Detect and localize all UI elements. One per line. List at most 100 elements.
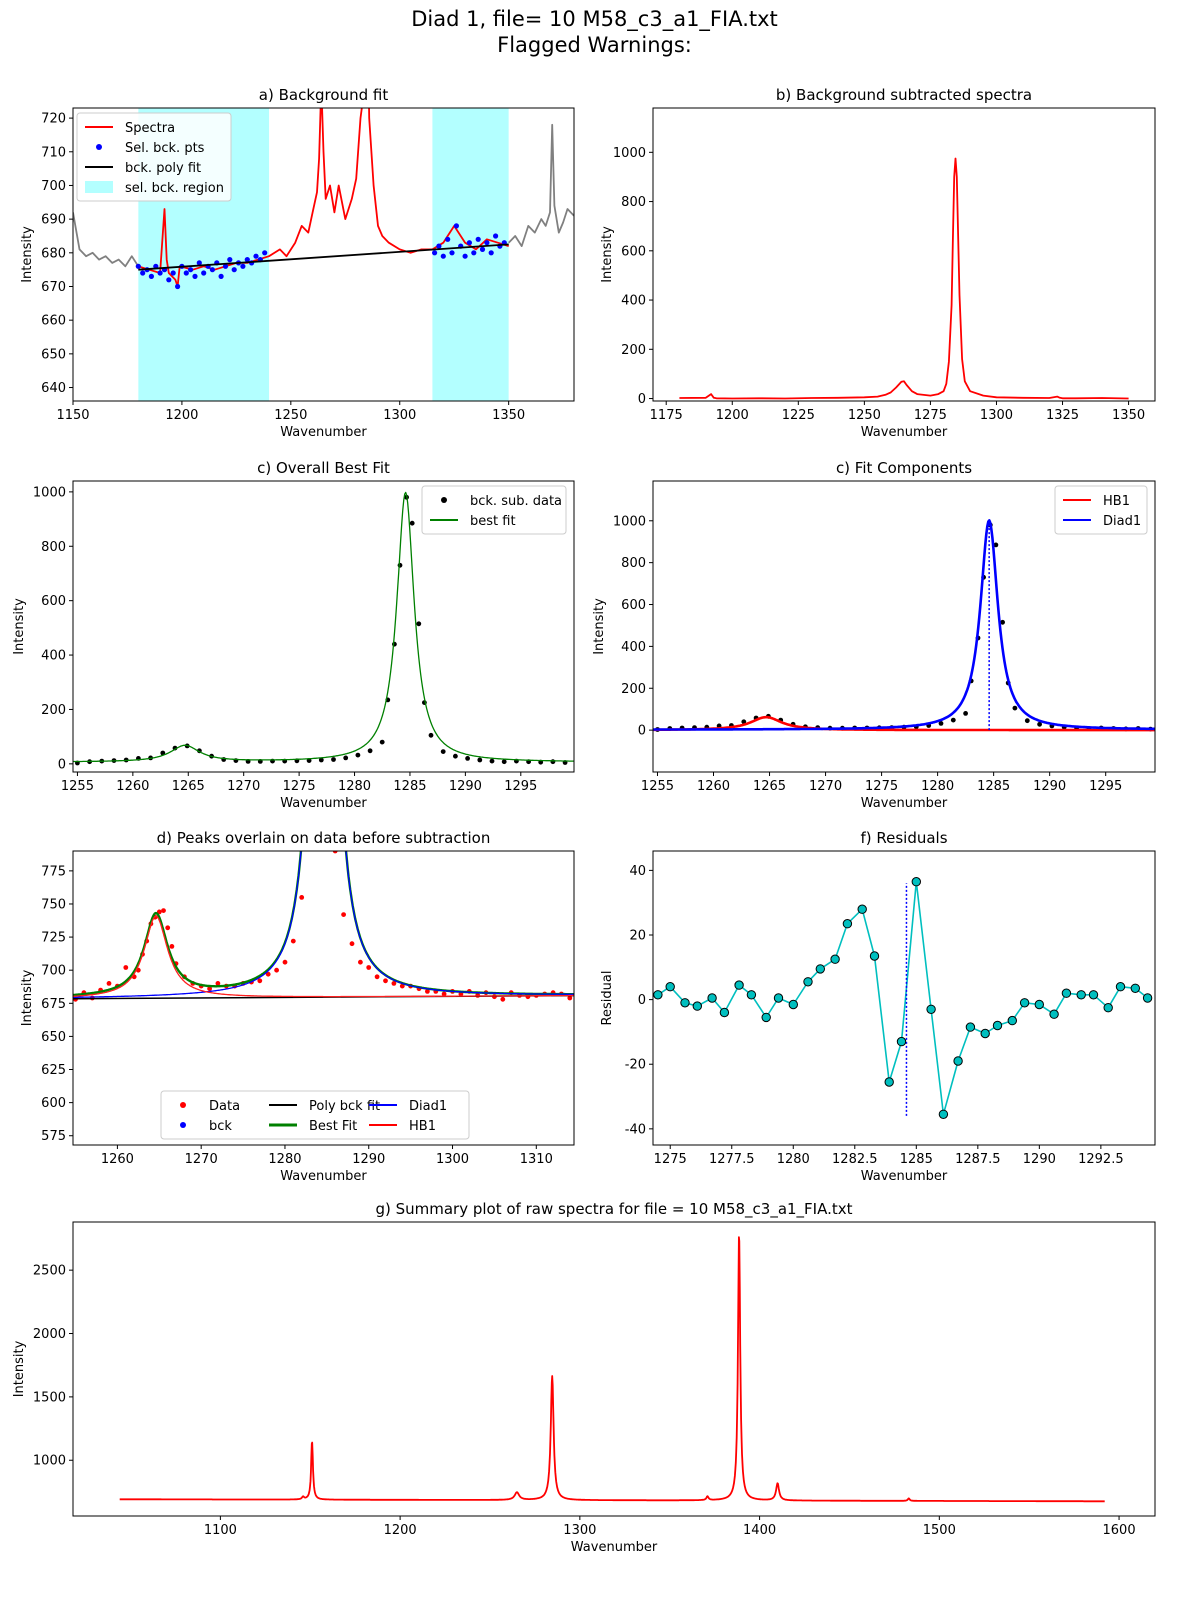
data-point (215, 981, 221, 986)
axes-title: f) Residuals (860, 829, 947, 847)
axes-frame (72, 850, 575, 1146)
background-point (192, 273, 198, 279)
residual-point (1088, 990, 1099, 1000)
background-point (445, 236, 451, 242)
residual-point (746, 990, 757, 1000)
data-point (282, 959, 288, 965)
figure-title-line2: Flagged Warnings: (497, 33, 692, 57)
background-point (227, 257, 233, 263)
y-tick-label: 800 (621, 195, 646, 210)
y-tick-label: 200 (621, 343, 646, 358)
data-point (425, 989, 430, 994)
legend-label: Data (209, 1099, 240, 1114)
x-tick-label: 1300 (383, 408, 416, 423)
residual-point (1115, 982, 1126, 992)
residual-point (773, 993, 784, 1003)
panel-d: 1260 1270 1280 1290 1300 1310 575 600 625 650 675 7… (20, 829, 575, 1184)
y-tick-label: 400 (41, 649, 66, 664)
legend-frame (160, 1090, 470, 1140)
x-tick-label: 1260 (116, 779, 149, 794)
data-point (299, 895, 305, 900)
residual-point (803, 977, 813, 987)
x-tick-label: 1290 (449, 779, 482, 794)
x-tick-label: 1290 (1023, 1152, 1056, 1167)
residual-point (719, 1007, 730, 1018)
data-point (379, 739, 385, 745)
axes-frame (652, 850, 1156, 1146)
data-point (963, 711, 968, 716)
residual-point (896, 1036, 907, 1047)
background-point (135, 263, 141, 269)
axes-title: d) Peaks overlain on data before subtrac… (157, 829, 491, 847)
x-tick-label: 1300 (436, 1152, 469, 1167)
y-tick-label: 0 (58, 757, 66, 772)
y-tick-label: 1000 (613, 514, 646, 529)
data-point (290, 938, 296, 944)
panel-b: 1175 1200 1225 1250 1275 1300 1325 1350 0 200 400 6… (600, 86, 1156, 440)
legend-dot-swatch (96, 144, 102, 150)
background-point (488, 250, 494, 256)
legend-label: Diad1 (1103, 514, 1141, 529)
x-axis-label: Wavenumber (280, 425, 367, 440)
y-tick-label: 1000 (613, 146, 646, 161)
data-point (409, 520, 415, 526)
residual-point (1019, 998, 1030, 1008)
background-point (466, 240, 472, 246)
legend-label: bck (209, 1119, 232, 1134)
plot-area-b (679, 157, 1129, 400)
y-tick-label: 640 (41, 381, 66, 396)
residual-point (926, 1004, 936, 1014)
data-point (265, 971, 271, 977)
y-axis-label: Intensity (20, 226, 35, 283)
data-point (358, 959, 363, 965)
residual-point (965, 1022, 976, 1032)
y-tick-label: 0 (638, 724, 646, 739)
background-point (432, 250, 438, 256)
residual-point (1142, 993, 1153, 1003)
data-point (1037, 721, 1042, 727)
x-tick-label: 1280 (921, 779, 954, 794)
y-tick-label: 700 (41, 179, 66, 194)
y-tick-label: 725 (41, 931, 66, 946)
background-point (262, 250, 268, 256)
residual-point (1103, 1003, 1113, 1013)
background-point (479, 246, 486, 252)
residual-point (788, 999, 798, 1010)
y-axis-label: Intensity (12, 1340, 27, 1397)
background-point (170, 270, 176, 276)
data-point (993, 542, 999, 548)
data-point (441, 991, 447, 997)
y-tick-label: 2500 (33, 1264, 66, 1279)
x-tick-label: 1275 (283, 779, 316, 794)
subtracted-spectrum-line (679, 157, 1129, 400)
y-tick-label: 200 (41, 703, 66, 718)
panel-f: 1275 1277.5 1280 1282.5 1285 1287.5 1290 1292.5… (600, 829, 1156, 1184)
x-tick-label: 1280 (777, 1152, 810, 1167)
data-point (1000, 619, 1005, 625)
y-tick-label: 800 (621, 556, 646, 571)
x-tick-label: 1292.5 (1078, 1152, 1124, 1167)
y-tick-label: 800 (41, 540, 66, 555)
x-tick-label: 1265 (753, 779, 786, 794)
x-tick-label: 1225 (782, 408, 815, 423)
data-point (349, 941, 355, 947)
background-point (471, 250, 477, 256)
x-tick-label: 1300 (980, 408, 1013, 423)
legend-label: Spectra (125, 121, 175, 136)
data-point (341, 912, 346, 917)
data-point (399, 983, 405, 989)
legend-frame (421, 485, 567, 535)
data-point (374, 974, 380, 980)
y-tick-label: 20 (629, 929, 646, 944)
diad1-line (73, 851, 574, 998)
y-tick-label: 0 (638, 993, 646, 1008)
axes-title: c) Overall Best Fit (257, 459, 390, 477)
x-tick-label: 1310 (520, 1152, 553, 1167)
y-tick-label: 775 (41, 864, 66, 879)
data-point (207, 986, 213, 992)
y-tick-label: 600 (41, 1096, 66, 1111)
data-point (525, 994, 531, 1000)
y-tick-label: 680 (41, 246, 66, 261)
legend-label: best fit (470, 514, 516, 529)
y-tick-label: 710 (41, 145, 66, 160)
